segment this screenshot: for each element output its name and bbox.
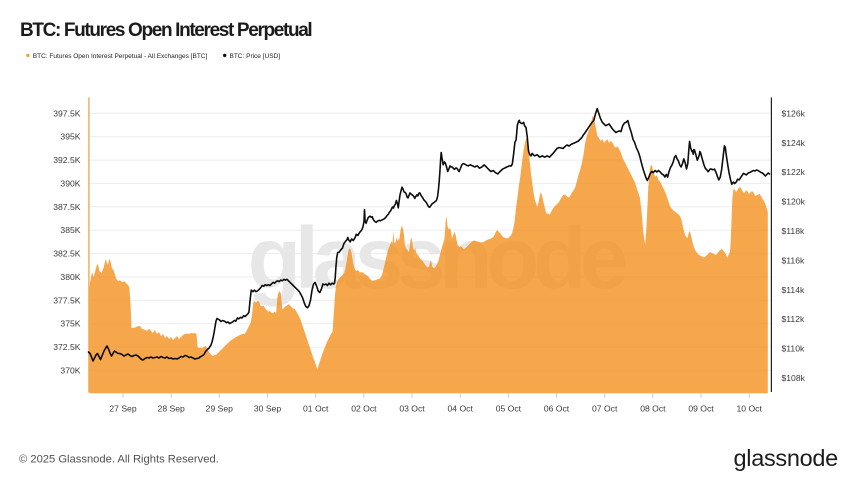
- svg-text:© 2025 Glassnode. All Rights R: © 2025 Glassnode. All Rights Reserved.: [19, 454, 219, 466]
- svg-text:03 Oct: 03 Oct: [399, 404, 425, 414]
- svg-text:06 Oct: 06 Oct: [544, 404, 570, 414]
- svg-text:375K: 375K: [60, 319, 80, 329]
- svg-text:$114k: $114k: [782, 285, 805, 295]
- svg-text:BTC: Futures Open Interest Per: BTC: Futures Open Interest Perpetual: [20, 20, 311, 41]
- svg-text:07 Oct: 07 Oct: [592, 404, 618, 414]
- svg-text:385K: 385K: [60, 225, 80, 235]
- svg-text:28 Sep: 28 Sep: [158, 404, 185, 414]
- svg-text:30 Sep: 30 Sep: [254, 404, 281, 414]
- svg-text:$122k: $122k: [782, 167, 806, 177]
- svg-text:05 Oct: 05 Oct: [496, 404, 522, 414]
- svg-text:$126k: $126k: [782, 108, 806, 118]
- svg-text:29 Sep: 29 Sep: [206, 404, 233, 414]
- svg-text:$120k: $120k: [782, 197, 806, 207]
- svg-text:$116k: $116k: [782, 255, 805, 265]
- svg-text:377.5K: 377.5K: [53, 295, 81, 305]
- svg-text:01 Oct: 01 Oct: [303, 404, 329, 414]
- svg-text:382.5K: 382.5K: [53, 249, 81, 259]
- svg-text:04 Oct: 04 Oct: [448, 404, 474, 414]
- svg-text:BTC: Price [USD]: BTC: Price [USD]: [230, 53, 281, 60]
- svg-text:380K: 380K: [60, 272, 80, 282]
- svg-text:08 Oct: 08 Oct: [640, 404, 666, 414]
- svg-text:10 Oct: 10 Oct: [737, 404, 763, 414]
- svg-text:395K: 395K: [60, 132, 80, 142]
- svg-text:09 Oct: 09 Oct: [688, 404, 714, 414]
- svg-text:392.5K: 392.5K: [53, 155, 81, 165]
- svg-text:BTC: Futures Open Interest Per: BTC: Futures Open Interest Perpetual - A…: [33, 53, 208, 60]
- svg-text:372.5K: 372.5K: [53, 342, 81, 352]
- svg-text:$124k: $124k: [782, 138, 806, 148]
- svg-text:390K: 390K: [60, 178, 80, 188]
- svg-text:$112k: $112k: [782, 314, 805, 324]
- svg-text:27 Sep: 27 Sep: [109, 404, 136, 414]
- svg-text:glassnode: glassnode: [734, 445, 839, 471]
- svg-text:397.5K: 397.5K: [53, 108, 81, 118]
- svg-text:370K: 370K: [60, 366, 80, 376]
- svg-text:387.5K: 387.5K: [53, 202, 81, 212]
- svg-text:$110k: $110k: [782, 344, 805, 354]
- svg-text:02 Oct: 02 Oct: [351, 404, 377, 414]
- svg-text:$118k: $118k: [782, 226, 805, 236]
- svg-text:$108k: $108k: [782, 373, 806, 383]
